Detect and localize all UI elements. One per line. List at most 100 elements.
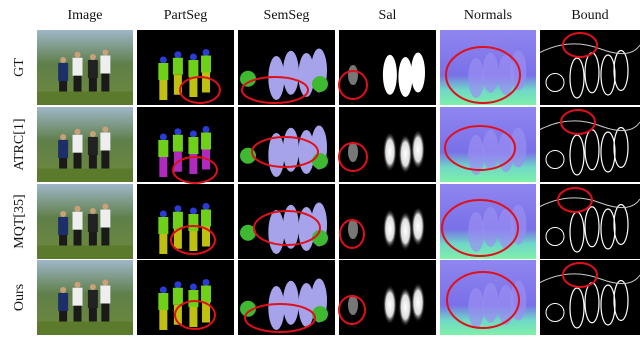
part-torso (173, 288, 183, 305)
image-cell (137, 30, 234, 105)
person-body (73, 288, 83, 306)
part-torso (158, 63, 168, 80)
image-cell (238, 260, 335, 335)
row-label: ATRC[1] (12, 118, 27, 170)
grass (37, 246, 133, 260)
column-header: PartSeg (164, 8, 208, 23)
part-head (174, 281, 181, 288)
part-torso (201, 133, 211, 150)
normal-person (483, 283, 499, 323)
image-cell (238, 107, 335, 182)
part-legs (159, 157, 167, 177)
person-body (58, 140, 68, 158)
sal-person (398, 287, 412, 327)
person-head (102, 127, 108, 133)
person-body (100, 133, 110, 151)
part-torso (173, 58, 183, 75)
person-head (90, 208, 96, 214)
person-legs (101, 74, 109, 94)
column-header: Bound (571, 8, 608, 23)
person-body (58, 217, 68, 235)
image-cell (339, 30, 436, 105)
part-torso (201, 286, 211, 303)
person-head (90, 284, 96, 290)
column-header: Normals (464, 8, 512, 23)
person-body (100, 56, 110, 74)
part-legs (189, 77, 197, 97)
image-cell (540, 260, 640, 335)
cell-bg (137, 107, 234, 182)
normal-person (468, 212, 484, 252)
sal-person (383, 55, 397, 95)
part-torso (158, 293, 168, 310)
part-torso (188, 60, 198, 77)
row-label: MQT[35] (12, 194, 27, 248)
sal-person (348, 65, 358, 85)
sal-person (383, 209, 397, 249)
cell-bg (540, 30, 640, 105)
image-cell (137, 107, 234, 183)
part-torso (173, 212, 183, 229)
part-torso (173, 135, 183, 152)
image-cell (238, 30, 335, 105)
image-cell (440, 107, 536, 182)
part-head (174, 128, 181, 135)
sem-person (283, 51, 299, 95)
row-label: Ours (12, 284, 27, 311)
person-body (100, 210, 110, 228)
normal-person (468, 288, 484, 328)
person-head (102, 50, 108, 56)
figure: ImagePartSegSemSegSalNormalsBoundGTATRC[… (0, 0, 643, 335)
part-legs (202, 73, 210, 93)
part-legs (159, 310, 167, 330)
image-cell (339, 184, 436, 259)
image-cell (137, 184, 234, 259)
column-header: SemSeg (264, 8, 310, 23)
normal-person (510, 128, 526, 168)
grass (37, 169, 133, 183)
part-torso (188, 214, 198, 231)
sal-person (348, 142, 358, 162)
person-legs (101, 228, 109, 248)
person-body (58, 293, 68, 311)
part-head (160, 134, 167, 141)
part-torso (188, 290, 198, 307)
part-head (190, 284, 197, 291)
part-torso (201, 56, 211, 73)
sal-person (411, 283, 425, 323)
person-body (73, 212, 83, 230)
part-torso (201, 210, 211, 227)
person-body (88, 137, 98, 155)
sal-person (398, 57, 412, 97)
person-head (90, 131, 96, 137)
part-head (174, 205, 181, 212)
image-cell (238, 184, 335, 259)
grass (37, 92, 133, 106)
part-head (203, 126, 210, 133)
part-head (190, 131, 197, 138)
person-head (60, 211, 66, 217)
person-head (102, 280, 108, 286)
sem-person (268, 286, 284, 330)
sem-person (268, 210, 284, 254)
sal-person (411, 53, 425, 93)
part-head (174, 51, 181, 58)
part-head (190, 54, 197, 61)
person-head (90, 54, 96, 60)
column-header: Sal (379, 8, 397, 23)
part-head (203, 203, 210, 210)
person-head (60, 134, 66, 140)
part-torso (158, 140, 168, 157)
sal-person (383, 132, 397, 172)
normal-person (483, 207, 499, 247)
person-head (60, 287, 66, 293)
image-cell (37, 30, 133, 105)
part-head (160, 287, 167, 294)
normal-person (468, 58, 484, 98)
image-cell (540, 30, 640, 105)
sal-person (411, 207, 425, 247)
person-head (75, 282, 81, 288)
part-head (160, 57, 167, 64)
person-body (88, 214, 98, 232)
part-head (203, 279, 210, 286)
